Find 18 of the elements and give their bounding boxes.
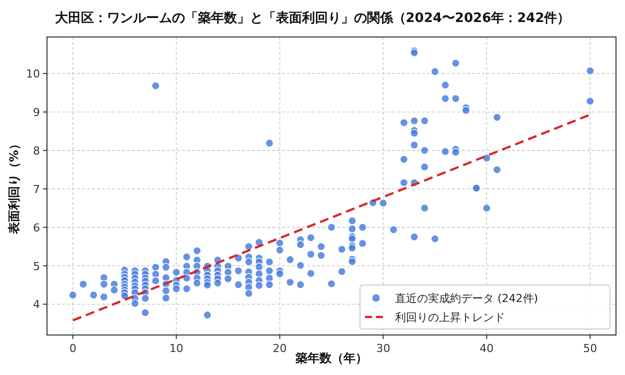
y-tick-label: 8 bbox=[33, 144, 40, 158]
x-axis-title: 築年数（年） bbox=[294, 351, 368, 365]
x-tick-label: 20 bbox=[272, 342, 287, 355]
x-tick-label: 50 bbox=[583, 342, 598, 355]
legend-label: 直近の実成約データ (242件) bbox=[395, 292, 538, 305]
x-tick-label: 0 bbox=[69, 342, 76, 355]
y-tick-label: 5 bbox=[33, 260, 40, 273]
x-tick-label: 10 bbox=[169, 342, 184, 355]
y-tick-label: 7 bbox=[33, 182, 40, 196]
y-axis-title: 表面利回り（%） bbox=[7, 138, 21, 236]
chart-title: 大田区：ワンルームの「築年数」と「表面利回り」の関係（2024〜2026年：242件） bbox=[54, 10, 570, 26]
x-tick-label: 40 bbox=[480, 342, 494, 355]
y-tick-label: 9 bbox=[33, 106, 40, 119]
y-tick-label: 10 bbox=[26, 68, 40, 81]
x-tick-label: 30 bbox=[376, 342, 390, 355]
legend-label: 利回りの上昇トレンド bbox=[395, 311, 505, 324]
y-tick-label: 6 bbox=[33, 221, 40, 234]
y-tick-label: 4 bbox=[33, 298, 40, 312]
